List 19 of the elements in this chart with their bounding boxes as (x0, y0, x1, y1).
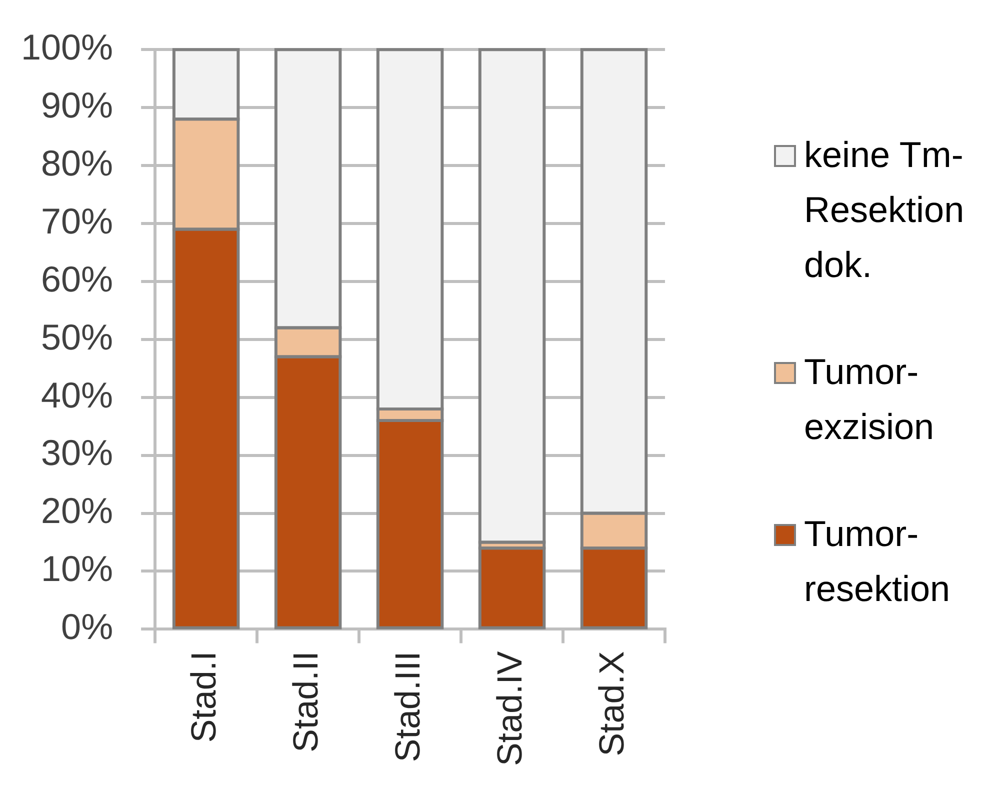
x-tick-label: Stad.II (286, 651, 326, 752)
y-tick-label: 30% (41, 432, 114, 474)
y-tick-label: 100% (20, 26, 114, 68)
y-tick-label: 50% (41, 316, 114, 358)
text: keine Tm-Resektion dok. (804, 132, 966, 286)
y-tick-label: 80% (41, 142, 114, 184)
y-tick-label: 70% (41, 200, 114, 242)
x-tick-label: Stad.X (592, 651, 632, 756)
x-tick-label: Stad.IV (490, 650, 530, 766)
y-tick-label: 90% (41, 84, 114, 126)
y-tick-label: 10% (41, 548, 114, 590)
y-tick-label: 0% (61, 606, 114, 648)
y-tick-label: 60% (41, 258, 114, 300)
x-tick-label: Stad.III (388, 651, 428, 762)
y-tick-label: 20% (41, 490, 114, 532)
legend-label: Tumor-exzision (804, 350, 936, 448)
x-tick-label: Stad.I (184, 651, 224, 743)
y-tick-label: 40% (41, 374, 114, 416)
legend-label: Tumor-resektion (804, 512, 952, 610)
